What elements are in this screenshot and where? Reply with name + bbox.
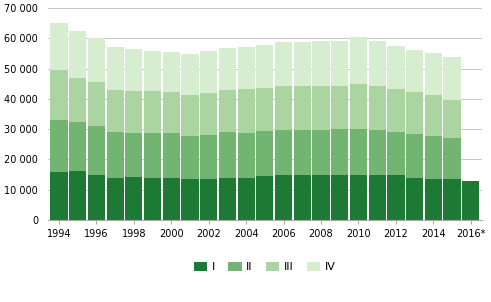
- Bar: [350, 175, 367, 220]
- Bar: [387, 175, 405, 220]
- Bar: [275, 175, 292, 220]
- Bar: [88, 82, 105, 126]
- Bar: [425, 95, 442, 136]
- Bar: [387, 46, 405, 89]
- Bar: [125, 91, 142, 133]
- Legend: I, II, III, IV: I, II, III, IV: [190, 257, 340, 277]
- Bar: [406, 50, 423, 92]
- Bar: [88, 38, 105, 82]
- Bar: [294, 175, 311, 220]
- Bar: [294, 42, 311, 86]
- Bar: [369, 40, 386, 86]
- Bar: [88, 126, 105, 175]
- Bar: [331, 41, 348, 86]
- Bar: [462, 181, 479, 220]
- Bar: [350, 37, 367, 84]
- Bar: [275, 130, 292, 175]
- Bar: [387, 132, 405, 175]
- Bar: [238, 178, 255, 220]
- Bar: [425, 179, 442, 220]
- Bar: [238, 133, 255, 178]
- Bar: [200, 135, 218, 179]
- Bar: [219, 132, 236, 178]
- Bar: [69, 171, 86, 220]
- Bar: [443, 100, 461, 138]
- Bar: [406, 134, 423, 178]
- Bar: [144, 51, 161, 91]
- Bar: [443, 138, 461, 179]
- Bar: [331, 86, 348, 129]
- Bar: [69, 122, 86, 171]
- Bar: [312, 175, 329, 220]
- Bar: [256, 45, 273, 88]
- Bar: [238, 89, 255, 133]
- Bar: [181, 136, 199, 179]
- Bar: [275, 42, 292, 86]
- Bar: [312, 41, 329, 86]
- Bar: [200, 50, 218, 93]
- Bar: [125, 133, 142, 177]
- Bar: [107, 90, 124, 132]
- Bar: [163, 52, 180, 92]
- Bar: [107, 178, 124, 220]
- Bar: [88, 175, 105, 220]
- Bar: [163, 178, 180, 220]
- Bar: [69, 78, 86, 122]
- Bar: [125, 177, 142, 220]
- Bar: [406, 92, 423, 134]
- Bar: [256, 88, 273, 131]
- Bar: [144, 133, 161, 178]
- Bar: [350, 129, 367, 175]
- Bar: [369, 175, 386, 220]
- Bar: [294, 86, 311, 130]
- Bar: [144, 178, 161, 220]
- Bar: [312, 130, 329, 175]
- Bar: [107, 132, 124, 178]
- Bar: [331, 175, 348, 220]
- Bar: [369, 130, 386, 175]
- Bar: [350, 84, 367, 129]
- Bar: [51, 172, 68, 220]
- Bar: [369, 86, 386, 130]
- Bar: [294, 130, 311, 175]
- Bar: [443, 57, 461, 100]
- Bar: [181, 179, 199, 220]
- Bar: [219, 178, 236, 220]
- Bar: [256, 131, 273, 176]
- Bar: [256, 176, 273, 220]
- Bar: [51, 120, 68, 172]
- Bar: [163, 92, 180, 133]
- Bar: [443, 179, 461, 220]
- Bar: [387, 89, 405, 132]
- Bar: [107, 47, 124, 90]
- Bar: [312, 86, 329, 130]
- Bar: [275, 86, 292, 130]
- Bar: [331, 129, 348, 175]
- Bar: [219, 48, 236, 91]
- Bar: [51, 23, 68, 69]
- Bar: [144, 91, 161, 133]
- Bar: [163, 133, 180, 178]
- Bar: [125, 49, 142, 91]
- Bar: [406, 178, 423, 220]
- Bar: [69, 31, 86, 78]
- Bar: [219, 91, 236, 132]
- Bar: [425, 136, 442, 179]
- Bar: [425, 53, 442, 95]
- Bar: [51, 69, 68, 120]
- Bar: [200, 179, 218, 220]
- Bar: [238, 47, 255, 89]
- Bar: [181, 54, 199, 95]
- Bar: [181, 95, 199, 136]
- Bar: [200, 93, 218, 135]
